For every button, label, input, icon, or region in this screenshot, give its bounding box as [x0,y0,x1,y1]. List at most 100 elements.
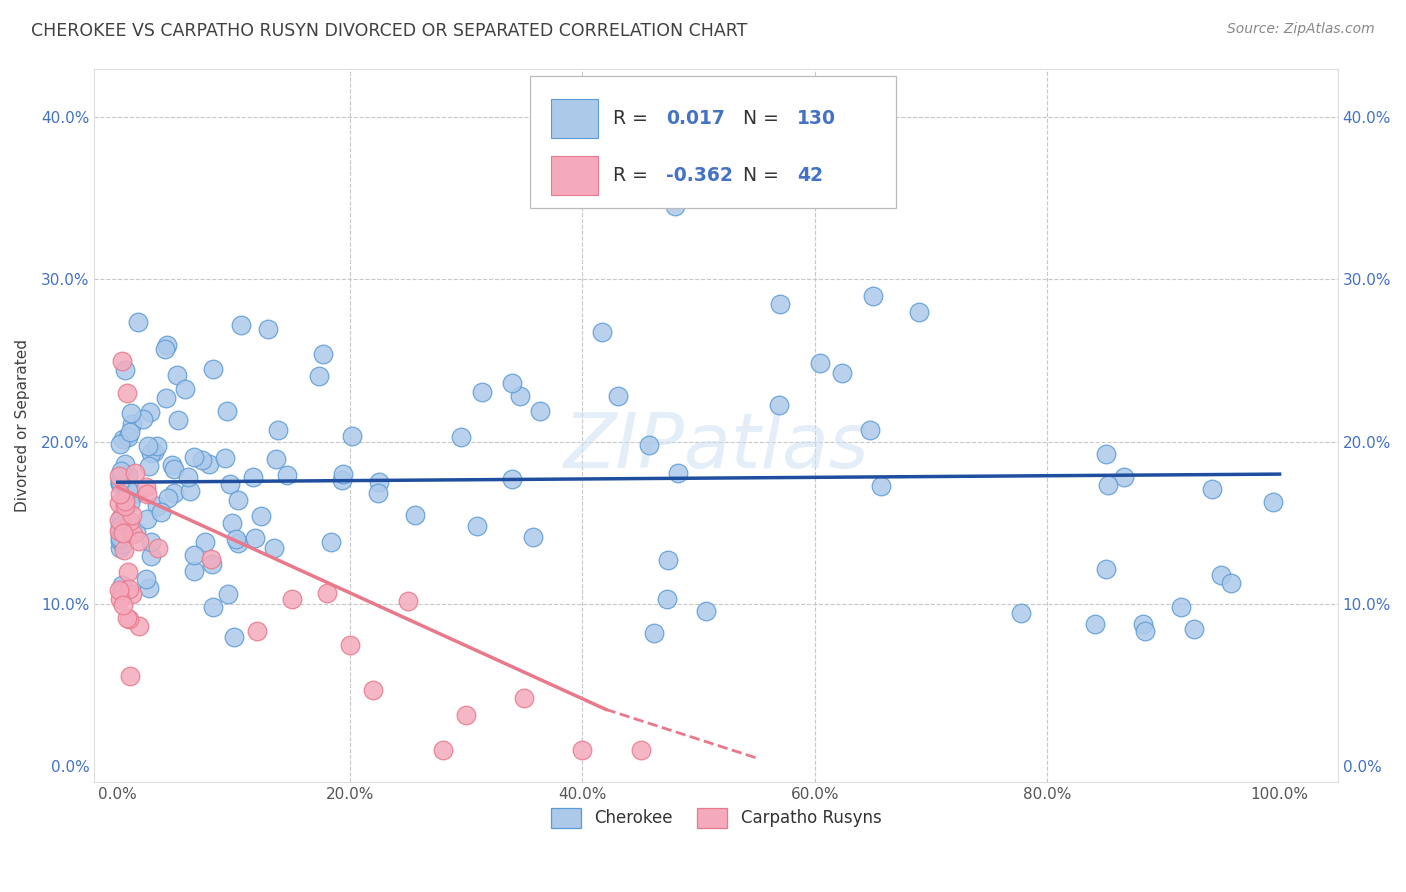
Point [908,305,931,319]
Text: N =: N = [744,109,786,128]
Point [118,612,141,626]
Point [501,376,523,391]
Point [768,398,790,412]
Point [157,491,180,505]
Point [319,535,342,549]
Point [1261,495,1284,509]
Point [183,549,205,563]
Point [108,583,131,598]
Point [859,423,882,437]
Point [108,531,131,545]
Point [695,604,717,618]
Point [332,467,354,481]
Point [183,564,205,578]
Point [108,495,131,509]
Point [1084,616,1107,631]
Point [120,406,142,420]
Point [162,462,184,476]
Point [135,572,157,586]
Point [808,356,831,370]
Point [166,368,188,382]
Point [471,384,494,399]
Point [108,475,131,489]
Point [1132,616,1154,631]
Point [1170,599,1192,614]
Point [111,598,134,612]
Text: R =: R = [613,166,654,186]
Point [465,519,488,533]
Point [191,452,214,467]
Point [127,315,149,329]
Point [363,683,385,698]
Point [108,513,131,527]
Point [117,565,139,579]
Point [153,342,176,356]
Point [215,404,238,418]
Y-axis label: Divorced or Separated: Divorced or Separated [15,339,30,512]
Point [121,417,143,432]
Point [108,541,131,555]
Point [404,508,426,522]
Point [591,325,613,339]
Point [769,297,792,311]
Point [117,430,139,444]
Point [146,439,169,453]
Point [263,541,285,555]
Point [643,626,665,640]
Point [139,405,162,419]
Point [108,524,131,538]
FancyBboxPatch shape [530,76,896,208]
Point [194,535,217,549]
Point [862,288,884,302]
Point [432,743,454,757]
Point [242,469,264,483]
Point [112,543,135,558]
Point [226,493,249,508]
Point [132,411,155,425]
Point [281,592,304,607]
Point [155,391,177,405]
Point [266,451,288,466]
Point [135,480,157,494]
Point [136,439,159,453]
Point [138,581,160,595]
Point [664,199,686,213]
Point [218,587,240,601]
Point [657,553,679,567]
Point [198,458,221,472]
Text: R =: R = [613,109,654,128]
Point [501,472,523,486]
Point [1211,567,1233,582]
Point [120,669,142,683]
Point [267,423,290,437]
Point [666,467,689,481]
Text: ZIPatlas: ZIPatlas [564,409,869,483]
Text: N =: N = [744,166,786,186]
Point [1094,561,1116,575]
Point [201,558,224,572]
Point [145,499,167,513]
Point [112,432,135,446]
Point [111,578,134,592]
Point [225,532,247,546]
Point [246,624,269,639]
Point [111,525,134,540]
Point [138,458,160,473]
Point [218,476,240,491]
Point [108,487,131,501]
Point [339,638,361,652]
Point [657,591,679,606]
Point [638,437,661,451]
Point [630,743,652,757]
Point [229,318,252,332]
Point [174,382,197,396]
Point [606,389,628,403]
Point [110,509,132,524]
Point [114,493,136,508]
Point [118,582,141,596]
Point [108,469,131,483]
Point [183,450,205,465]
Point [1095,447,1118,461]
Point [141,446,163,460]
Point [160,458,183,473]
